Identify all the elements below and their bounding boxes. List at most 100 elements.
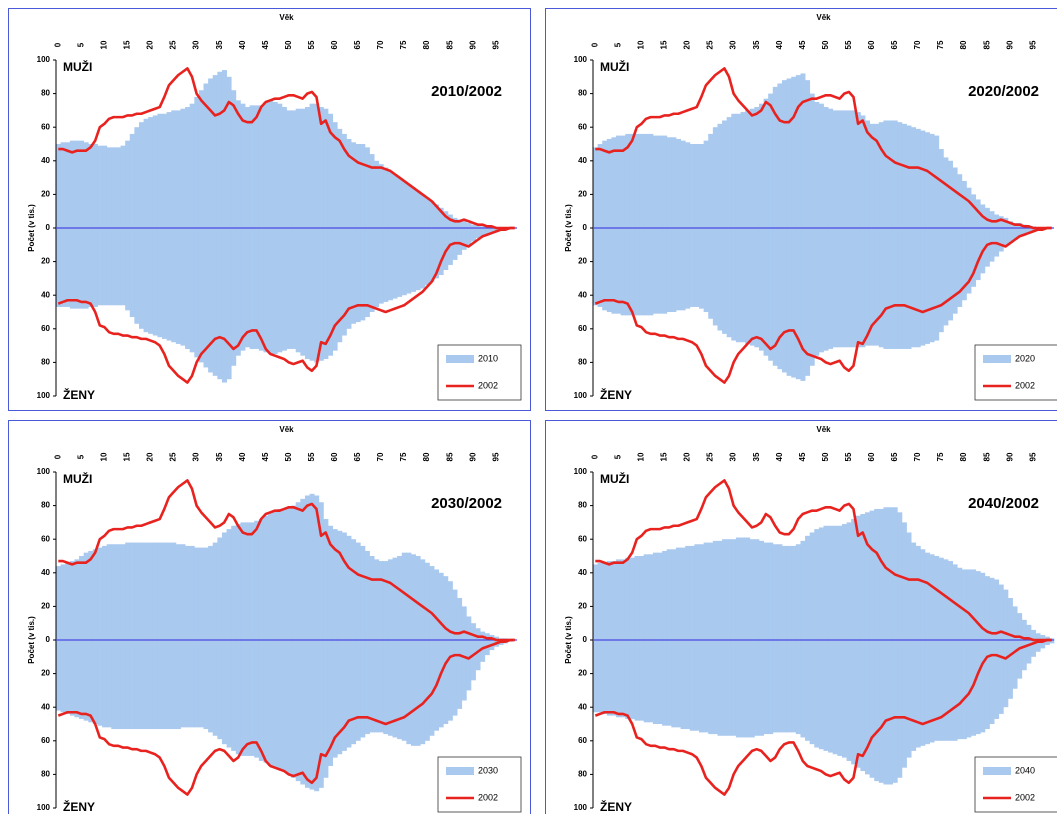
bar	[231, 228, 237, 366]
bar	[745, 228, 751, 344]
bar	[434, 204, 440, 228]
bar	[800, 640, 806, 738]
bar	[869, 640, 875, 778]
legend-label: 2010	[478, 353, 498, 363]
bar	[475, 228, 481, 239]
bar	[906, 228, 912, 349]
bar	[795, 75, 801, 229]
bar	[378, 561, 384, 640]
x-tick-label: 25	[169, 40, 178, 49]
bar	[805, 535, 811, 640]
bar	[763, 98, 769, 228]
bar	[675, 640, 681, 728]
bar	[694, 544, 700, 640]
annotation: ŽENY	[600, 799, 632, 814]
bar	[703, 640, 709, 733]
bar	[708, 640, 714, 735]
bar	[620, 135, 626, 228]
bar	[240, 522, 246, 640]
bar	[134, 228, 140, 324]
bar	[226, 640, 232, 748]
bar	[758, 228, 764, 351]
bar	[832, 525, 838, 640]
bar	[671, 640, 677, 728]
x-tick-label: 90	[1005, 452, 1014, 461]
y-tick-label: 20	[41, 190, 50, 199]
bar	[457, 219, 463, 228]
legend-label: 2002	[478, 792, 498, 802]
bar	[397, 177, 403, 228]
bar	[318, 640, 324, 788]
bar	[369, 640, 375, 733]
bar	[823, 640, 829, 751]
bar	[304, 228, 310, 360]
x-tick-label: 45	[798, 40, 807, 49]
bar	[120, 544, 126, 640]
x-tick-label: 10	[637, 40, 646, 49]
bar	[79, 140, 85, 228]
y-tick-label: 80	[41, 89, 50, 98]
bar	[152, 115, 158, 228]
bar	[1044, 636, 1050, 640]
y-tick-label: 0	[46, 223, 51, 232]
bar	[360, 545, 366, 640]
bar	[162, 640, 168, 730]
x-tick-label: 95	[1028, 40, 1037, 49]
bar	[722, 539, 728, 640]
bar	[1035, 640, 1041, 652]
bar	[185, 107, 191, 228]
bar	[625, 133, 631, 228]
bar	[337, 530, 343, 640]
bar	[56, 566, 62, 640]
bar	[74, 140, 80, 228]
bar	[703, 140, 709, 228]
bar	[258, 228, 264, 351]
bar	[74, 559, 80, 640]
bar	[837, 525, 843, 640]
bar	[268, 228, 274, 354]
bar	[65, 640, 71, 714]
bar	[920, 640, 926, 746]
bar	[786, 228, 792, 376]
bar	[189, 228, 195, 353]
bar	[314, 228, 320, 363]
bar	[111, 544, 117, 640]
bar	[129, 133, 135, 228]
bar	[680, 547, 686, 640]
bar	[166, 542, 172, 640]
bar	[106, 544, 112, 640]
bar	[934, 228, 940, 341]
bar	[722, 228, 728, 334]
bar	[1003, 589, 1009, 640]
bar	[134, 542, 140, 640]
bar	[65, 562, 71, 640]
bar	[314, 495, 320, 640]
legend: 2030 2002	[437, 756, 522, 813]
bar	[818, 103, 824, 228]
bar	[731, 228, 737, 341]
bar	[231, 640, 237, 751]
bar	[1021, 619, 1027, 640]
bar	[975, 199, 981, 228]
bar	[443, 211, 449, 228]
bar	[74, 228, 80, 309]
bar	[740, 640, 746, 738]
bar	[83, 228, 89, 309]
bar	[420, 559, 426, 640]
y-tick-label: 40	[41, 156, 50, 165]
bar	[341, 228, 347, 336]
bar	[378, 228, 384, 304]
bar	[782, 80, 788, 228]
bar	[387, 228, 393, 301]
bar	[157, 542, 163, 640]
bar	[874, 123, 880, 228]
bar	[772, 228, 778, 366]
bar	[772, 640, 778, 733]
bar	[83, 552, 89, 640]
bar	[281, 508, 287, 640]
bar	[272, 228, 278, 354]
bar	[952, 228, 958, 314]
bar	[961, 569, 967, 640]
bar	[818, 228, 824, 353]
